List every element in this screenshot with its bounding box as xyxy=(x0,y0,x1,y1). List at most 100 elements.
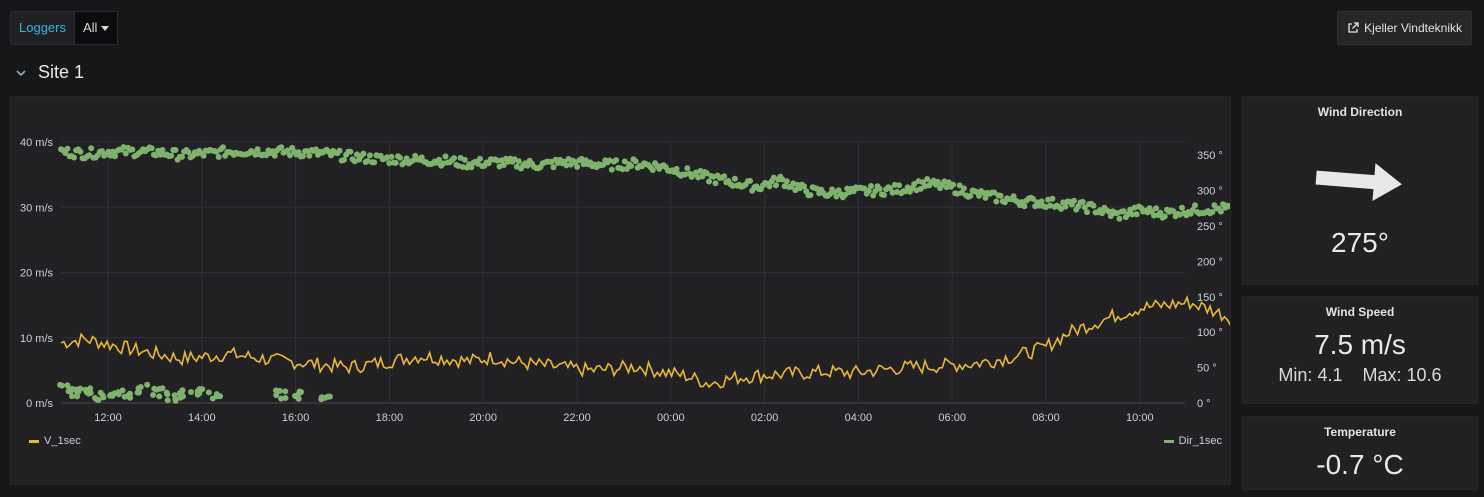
dir-point xyxy=(684,165,691,172)
dir-point xyxy=(1081,204,1088,211)
external-link-icon xyxy=(1348,22,1359,33)
dir-point xyxy=(153,152,159,159)
dir-point xyxy=(993,198,1000,205)
wind-direction-value: 275° xyxy=(1331,227,1389,258)
dir-point xyxy=(92,395,98,401)
loggers-variable-label[interactable]: Loggers xyxy=(10,11,74,45)
wind-direction-panel: Wind Direction 275° xyxy=(1242,96,1478,285)
chart-grid xyxy=(61,141,1185,404)
dir-point xyxy=(766,183,773,190)
dir-point xyxy=(1170,208,1177,215)
x-tick-label: 22:00 xyxy=(563,412,591,424)
y-left-tick-label: 40 m/s xyxy=(20,137,54,149)
dir-point xyxy=(783,178,790,185)
dir-point xyxy=(924,176,931,182)
dir-point xyxy=(205,389,212,396)
dir-point xyxy=(87,385,94,392)
series-dir-1sec xyxy=(57,144,1358,404)
legend-swatch-dir-1sec xyxy=(1163,439,1174,443)
dir-point xyxy=(706,178,712,185)
legend-label-dir-1sec: Dir_1sec xyxy=(1178,435,1222,447)
x-tick-label: 06:00 xyxy=(938,412,966,424)
dir-point xyxy=(148,145,155,152)
dir-point xyxy=(1209,209,1216,216)
dir-point xyxy=(1133,211,1140,218)
wind-speed-title: Wind Speed xyxy=(1325,305,1395,319)
y-right-tick-label: 50 ° xyxy=(1197,363,1217,375)
x-tick-label: 04:00 xyxy=(845,412,873,424)
y-right-tick-label: 0 ° xyxy=(1197,398,1211,410)
dir-point xyxy=(164,397,171,404)
dir-point xyxy=(69,393,75,400)
wind-speed-minmax: Min: 4.1 Max: 10.6 xyxy=(1243,365,1477,386)
dir-point xyxy=(196,390,203,396)
dir-point xyxy=(574,163,581,170)
link-label: Kjeller Vindteknikk xyxy=(1364,21,1462,35)
legend-item-v-1sec[interactable]: V_1sec xyxy=(29,435,81,447)
dir-point xyxy=(515,158,522,165)
dir-point xyxy=(397,154,404,161)
dir-point xyxy=(1217,208,1224,215)
temperature-value: -0.7 °C xyxy=(1316,449,1404,480)
wind-chart: 0 m/s 10 m/s 20 m/s 30 m/s 40 m/s 0 ° 50 ° 100… xyxy=(20,137,1358,424)
dir-point xyxy=(77,385,84,392)
dir-point xyxy=(1071,197,1077,204)
x-tick-label: 20:00 xyxy=(469,412,497,424)
dir-point xyxy=(801,183,807,190)
dir-point xyxy=(868,183,874,189)
dir-point xyxy=(1038,198,1045,205)
y-right-tick-label: 150 ° xyxy=(1197,292,1223,304)
dir-point xyxy=(865,187,872,194)
dir-point xyxy=(318,396,325,403)
dir-point xyxy=(891,181,898,188)
dir-point xyxy=(172,147,179,153)
dir-point xyxy=(960,185,967,192)
dir-point xyxy=(64,382,71,389)
dir-point xyxy=(324,393,331,400)
x-tick-label: 16:00 xyxy=(282,412,310,424)
dir-point xyxy=(99,148,105,155)
dir-point xyxy=(500,162,507,168)
dir-point xyxy=(494,157,501,164)
dir-point xyxy=(980,189,987,196)
dir-point xyxy=(156,393,163,400)
dir-point xyxy=(129,146,136,153)
dir-point xyxy=(550,164,557,171)
legend-item-dir-1sec[interactable]: Dir_1sec xyxy=(1163,435,1222,447)
dir-point xyxy=(896,182,903,189)
dir-point xyxy=(950,181,957,188)
dir-point xyxy=(1105,208,1112,215)
dir-point xyxy=(976,192,982,199)
x-tick-label: 12:00 xyxy=(94,412,122,424)
dir-point xyxy=(967,192,974,199)
row-site-1-toggle[interactable]: Site 1 xyxy=(16,62,84,83)
variable-picker: Loggers All xyxy=(10,11,119,45)
dir-point xyxy=(150,392,157,398)
x-tick-label: 10:00 xyxy=(1126,412,1154,424)
dir-point xyxy=(168,152,175,159)
min-value: 4.1 xyxy=(1317,365,1343,385)
dir-point xyxy=(109,148,116,155)
dir-point xyxy=(120,144,127,151)
dir-point xyxy=(209,395,216,402)
kjeller-vindteknikk-link[interactable]: Kjeller Vindteknikk xyxy=(1337,11,1472,45)
dir-point xyxy=(468,164,475,171)
dir-point xyxy=(107,392,114,399)
dir-point xyxy=(682,171,689,178)
dir-point xyxy=(876,185,883,192)
dir-point xyxy=(164,391,171,398)
dir-point xyxy=(729,182,736,189)
dir-point xyxy=(1079,198,1086,205)
y-right-tick-label: 350 ° xyxy=(1197,150,1223,162)
dir-point xyxy=(112,153,118,160)
dir-point xyxy=(731,175,738,182)
caret-down-icon xyxy=(101,25,110,31)
dir-point xyxy=(282,388,289,395)
dir-point xyxy=(172,396,179,403)
wind-direction-title: Wind Direction xyxy=(1317,105,1403,119)
x-tick-label: 02:00 xyxy=(751,412,779,424)
dir-point xyxy=(613,157,620,164)
dir-point xyxy=(384,154,391,161)
dir-point xyxy=(392,159,399,166)
loggers-variable-dropdown[interactable]: All xyxy=(73,11,119,45)
